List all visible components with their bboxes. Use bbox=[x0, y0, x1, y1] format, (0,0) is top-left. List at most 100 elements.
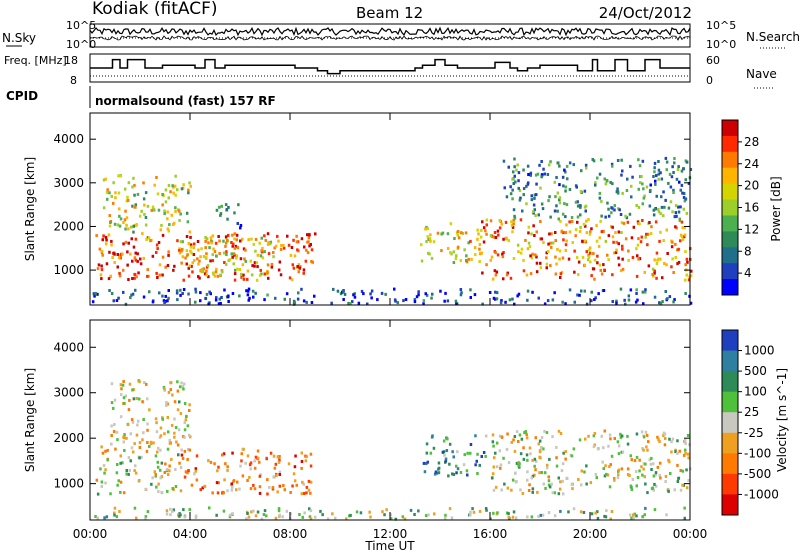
power-cell bbox=[189, 245, 193, 249]
velocity-cell bbox=[605, 472, 608, 476]
power-cell bbox=[638, 257, 642, 261]
power-cell bbox=[99, 273, 103, 277]
power-cell bbox=[481, 220, 484, 224]
power-cell bbox=[141, 232, 144, 236]
power-cell bbox=[196, 240, 200, 243]
power-cell bbox=[211, 259, 215, 263]
velocity-cell bbox=[224, 462, 227, 466]
velocity-colorbar-segment bbox=[722, 391, 738, 413]
velocity-colorbar-frame bbox=[721, 329, 739, 516]
power-cell bbox=[396, 301, 399, 305]
power-cell bbox=[142, 256, 145, 260]
velocity-cell bbox=[110, 401, 114, 405]
velocity-cell bbox=[685, 486, 689, 490]
power-cell bbox=[556, 209, 559, 213]
power-cell bbox=[614, 251, 618, 254]
power-cell bbox=[250, 237, 253, 241]
power-cell bbox=[621, 169, 624, 173]
power-cell bbox=[469, 239, 472, 243]
velocity-cell bbox=[272, 475, 275, 479]
power-cell bbox=[570, 216, 574, 219]
velocity-cell bbox=[579, 510, 583, 514]
velocity-cell bbox=[547, 511, 551, 515]
power-cell bbox=[525, 184, 528, 188]
velocity-cell bbox=[303, 511, 306, 515]
velocity-cell bbox=[537, 442, 540, 446]
power-cell bbox=[158, 263, 162, 267]
power-cell bbox=[667, 206, 671, 210]
power-cell bbox=[430, 296, 433, 300]
velocity-cell bbox=[499, 463, 503, 467]
velocity-cell bbox=[389, 513, 392, 517]
power-cell bbox=[478, 260, 481, 264]
velocity-cell bbox=[451, 472, 454, 476]
velocity-cell bbox=[570, 454, 574, 458]
power-cell bbox=[674, 256, 677, 259]
velocity-cell bbox=[199, 488, 202, 492]
velocity-cell bbox=[681, 469, 685, 473]
power-cell bbox=[680, 183, 684, 187]
power-cell bbox=[227, 233, 230, 237]
velocity-cell bbox=[603, 514, 606, 518]
power-cell bbox=[146, 268, 149, 272]
power-cell bbox=[219, 212, 223, 216]
velocity-cell bbox=[159, 476, 162, 480]
velocity-cell bbox=[644, 506, 647, 510]
velocity-cell bbox=[669, 472, 672, 475]
power-cell bbox=[130, 237, 133, 241]
power-cell bbox=[565, 239, 568, 243]
power-cell bbox=[629, 164, 632, 168]
power-cell bbox=[602, 263, 605, 267]
velocity-cell bbox=[628, 474, 631, 477]
power-cell bbox=[290, 246, 294, 249]
velocity-cell bbox=[94, 515, 97, 518]
power-cell bbox=[179, 212, 182, 216]
velocity-cell bbox=[685, 468, 688, 472]
power-colorbar-segment bbox=[722, 231, 738, 248]
power-scatter-cells bbox=[91, 156, 693, 306]
velocity-cell bbox=[102, 464, 106, 467]
power-cell bbox=[621, 267, 625, 271]
power-cell bbox=[231, 233, 234, 237]
power-cell bbox=[653, 258, 656, 262]
power-cell bbox=[227, 300, 230, 303]
velocity-cell bbox=[125, 469, 128, 472]
power-cell bbox=[565, 223, 568, 227]
velocity-cell bbox=[541, 513, 545, 517]
velocity-cell bbox=[498, 449, 502, 453]
power-cell bbox=[255, 278, 259, 282]
power-cell bbox=[366, 302, 369, 306]
power-colorbar-tick-label: 16 bbox=[744, 201, 759, 215]
power-cell bbox=[279, 273, 283, 277]
power-cell bbox=[604, 215, 607, 219]
power-cell bbox=[500, 299, 503, 303]
power-cell bbox=[593, 277, 596, 281]
power-cell bbox=[615, 240, 618, 244]
velocity-cell bbox=[188, 448, 192, 452]
power-cell bbox=[470, 257, 473, 261]
power-cell bbox=[115, 299, 119, 302]
velocity-cell bbox=[514, 480, 518, 483]
power-cell bbox=[573, 300, 576, 304]
power-cell bbox=[158, 273, 161, 277]
power-cell bbox=[426, 235, 429, 239]
velocity-cell bbox=[127, 408, 131, 412]
power-cell bbox=[158, 291, 161, 295]
power-cell bbox=[598, 196, 602, 200]
velocity-cell bbox=[138, 397, 141, 401]
power-cell bbox=[285, 292, 289, 296]
power-cell bbox=[297, 270, 300, 274]
velocity-cell bbox=[194, 469, 197, 473]
velocity-cell bbox=[222, 491, 225, 495]
velocity-cell bbox=[540, 446, 543, 450]
power-cell bbox=[111, 256, 114, 259]
power-cell bbox=[660, 205, 664, 209]
velocity-cell bbox=[174, 485, 178, 488]
velocity-cell bbox=[559, 432, 563, 435]
velocity-cell bbox=[485, 508, 488, 512]
power-cell bbox=[222, 239, 225, 243]
power-cell bbox=[682, 167, 685, 171]
velocity-cell bbox=[543, 429, 546, 433]
